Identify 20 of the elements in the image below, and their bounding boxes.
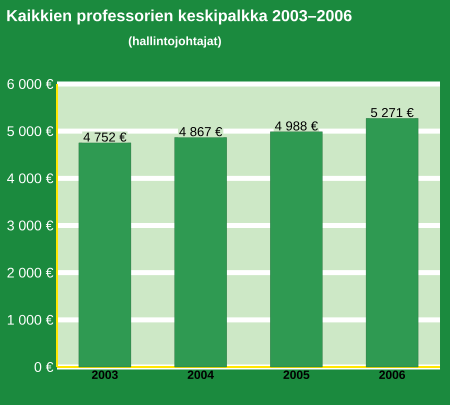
y-tick-label: 1 000 € [8,314,54,325]
bar [78,142,132,368]
y-tick-label: 5 000 € [7,126,54,136]
y-tick-label: 2 000 € [7,268,54,278]
y-tick-label: 4 000 € [7,173,54,184]
chart-title: Kaikkien professorien keskipalkka 2003–2006 [7,10,352,24]
bar [174,137,227,368]
data-label: 4 752 € [83,132,126,142]
x-tick-label: 2005 [283,370,310,380]
data-label: 5 271 € [370,108,414,118]
x-tick-label: 2006 [379,370,406,380]
data-label: 4 867 € [179,127,222,136]
x-tick-label: 2003 [92,370,118,380]
chart-subtitle: (hallintojohtajat) [128,36,221,48]
y-tick-label: 3 000 € [7,220,54,230]
data-label: 4 988 € [274,121,318,131]
y-tick-label: 6 000 € [7,79,54,89]
x-tick-label: 2004 [188,370,214,380]
bar [366,118,418,368]
y-tick-label: 0 € [34,362,54,372]
